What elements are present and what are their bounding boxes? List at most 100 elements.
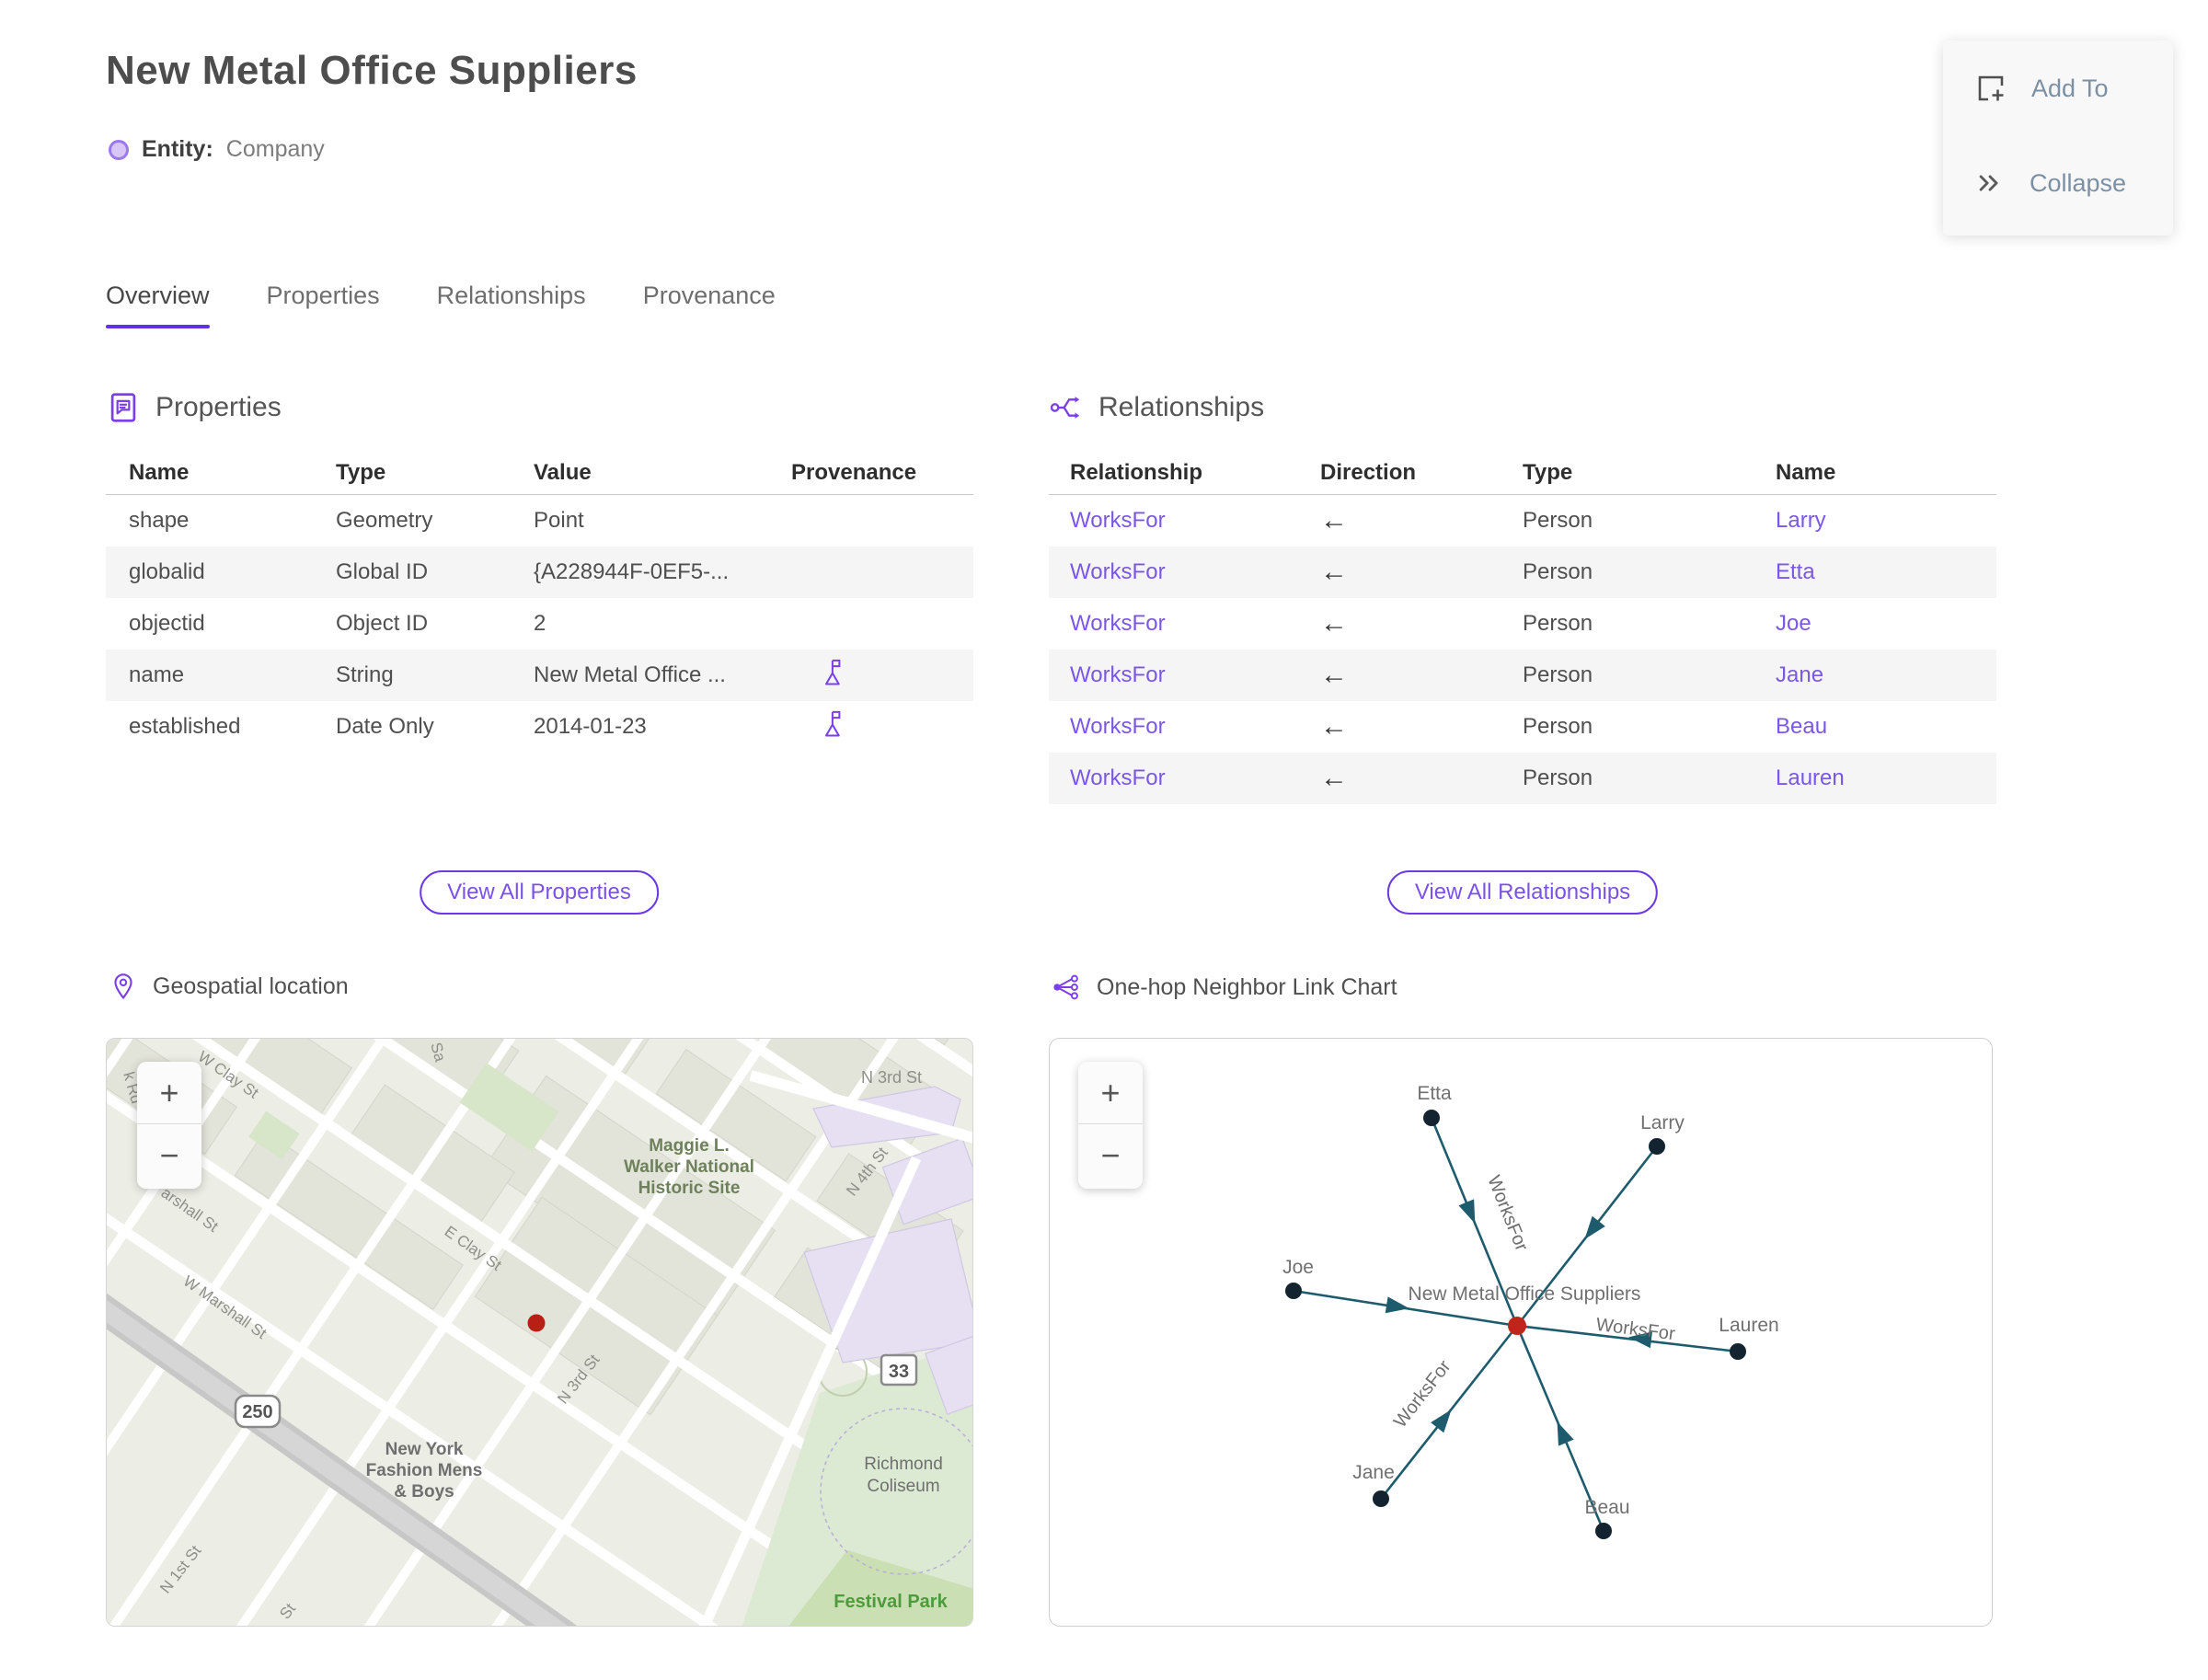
table-row: globalid Global ID {A228944F-0EF5-... [106, 547, 973, 598]
node-beau[interactable] [1595, 1523, 1612, 1539]
col-type: Type [336, 459, 386, 485]
col-relationship: Relationship [1070, 459, 1203, 485]
properties-section: Properties Name Type Value Provenance sh… [106, 390, 973, 753]
direction-arrow: ← [1320, 608, 1348, 639]
node-larry[interactable] [1649, 1138, 1665, 1155]
geospatial-map[interactable]: + − [106, 1038, 973, 1627]
svg-text:New York: New York [385, 1440, 464, 1459]
svg-text:N 3rd St: N 3rd St [861, 1068, 922, 1087]
node-joe[interactable] [1285, 1283, 1302, 1299]
geospatial-section-header: Geospatial location [109, 972, 349, 1001]
map-place-labels: Maggie L. Walker National Historic Site … [366, 1136, 949, 1612]
properties-table-header: Name Type Value Provenance [106, 451, 973, 495]
svg-text:Maggie L.: Maggie L. [649, 1136, 730, 1156]
view-all-relationships-button[interactable]: View All Relationships [1386, 870, 1659, 915]
svg-text:Festival Park: Festival Park [834, 1592, 948, 1612]
svg-text:Coliseum: Coliseum [867, 1477, 939, 1496]
map-festival-park-area [788, 1550, 972, 1626]
collapse-chevrons-icon [1979, 175, 1998, 191]
tab-provenance[interactable]: Provenance [642, 282, 776, 309]
relationship-link[interactable]: WorksFor [1070, 611, 1166, 636]
link-chart-panel[interactable]: + − WorksFor WorksFor WorksFor [1049, 1038, 1993, 1627]
prop-value: Point [534, 508, 584, 533]
view-all-properties-button[interactable]: View All Properties [420, 870, 659, 915]
entity-label: Entity: [142, 136, 213, 162]
map-street-overlay [698, 1156, 922, 1626]
table-row: name String New Metal Office ... [106, 650, 973, 701]
link-chart-canvas[interactable]: WorksFor WorksFor WorksFor Etta Larry Jo… [1050, 1039, 1993, 1627]
prop-type: Object ID [336, 611, 429, 636]
direction-arrow: ← [1320, 711, 1348, 742]
map-zoom-out-button[interactable]: − [159, 1136, 179, 1174]
svg-text:Walker National: Walker National [624, 1157, 754, 1177]
entity-link[interactable]: Larry [1776, 508, 1826, 533]
col-name: Name [129, 459, 190, 485]
node-center-entity[interactable] [1508, 1317, 1526, 1335]
rel-type: Person [1523, 611, 1593, 636]
direction-arrow: ← [1320, 660, 1348, 690]
chart-zoom-out-button[interactable]: − [1100, 1136, 1121, 1174]
properties-icon [110, 393, 136, 422]
svg-text:WorksFor: WorksFor [1483, 1173, 1532, 1255]
svg-text:Beau: Beau [1584, 1497, 1629, 1518]
tab-relationships[interactable]: Relationships [436, 282, 586, 309]
relationship-link[interactable]: WorksFor [1070, 559, 1166, 584]
properties-section-title: Properties [155, 392, 282, 422]
table-row: WorksFor ← Person Larry [1049, 495, 1996, 547]
prop-type: Date Only [336, 714, 434, 739]
add-to-button[interactable]: Add To [1974, 72, 2109, 105]
chart-zoom-in-button[interactable]: + [1078, 1062, 1143, 1124]
prop-name: name [129, 662, 185, 687]
prop-name: globalid [129, 559, 205, 584]
svg-text:Etta: Etta [1417, 1083, 1452, 1104]
map-park-area [742, 1342, 972, 1626]
prop-name: shape [129, 508, 190, 533]
map-shield-33: 33 [880, 1353, 918, 1387]
map-street-overlay-top [749, 1070, 972, 1144]
table-row: WorksFor ← Person Etta [1049, 547, 1996, 598]
rel-type: Person [1523, 559, 1593, 584]
collapse-button[interactable]: Collapse [1974, 167, 2126, 199]
provenance-flag-icon[interactable] [817, 657, 845, 688]
map-green-patch [459, 1063, 559, 1152]
node-jane[interactable] [1373, 1490, 1389, 1507]
chart-center-label: New Metal Office Suppliers [1409, 1283, 1641, 1305]
map-shield-us250: 250 [234, 1394, 282, 1429]
map-green-patch-small [248, 1110, 300, 1160]
entity-link[interactable]: Jane [1776, 662, 1824, 687]
prop-value: {A228944F-0EF5-... [534, 559, 730, 584]
entity-link[interactable]: Joe [1776, 611, 1811, 636]
entity-type-value: Company [225, 136, 325, 162]
rel-type: Person [1523, 765, 1593, 790]
entity-link[interactable]: Lauren [1776, 765, 1845, 790]
relationship-link[interactable]: WorksFor [1070, 662, 1166, 687]
table-row: shape Geometry Point [106, 495, 973, 547]
map-highway-core [107, 1300, 568, 1626]
chart-zoom-control: + − [1078, 1062, 1143, 1189]
relationship-link[interactable]: WorksFor [1070, 508, 1166, 533]
relationship-link[interactable]: WorksFor [1070, 765, 1166, 790]
map-streets-nesw [107, 1039, 972, 1626]
svg-text:Joe: Joe [1282, 1257, 1314, 1278]
table-row: WorksFor ← Person Lauren [1049, 753, 1996, 804]
map-canvas[interactable]: 250 33 k Rd W Clay St Sa arshall St W Ma… [107, 1039, 973, 1627]
direction-arrow: ← [1320, 505, 1348, 535]
rel-type: Person [1523, 508, 1593, 533]
tab-bar: Overview Properties Relationships Proven… [106, 282, 776, 328]
provenance-flag-icon[interactable] [817, 708, 845, 740]
svg-text:250: 250 [242, 1402, 272, 1422]
tab-properties[interactable]: Properties [266, 282, 380, 309]
prop-value: New Metal Office ... [534, 662, 726, 687]
chart-node-labels: Etta Larry Joe Lauren Jane Beau New Meta… [1282, 1083, 1779, 1518]
entity-link[interactable]: Etta [1776, 559, 1815, 584]
entity-link[interactable]: Beau [1776, 714, 1828, 739]
tab-overview[interactable]: Overview [106, 282, 210, 328]
page-title: New Metal Office Suppliers [106, 48, 638, 93]
map-zoom-in-button[interactable]: + [137, 1062, 201, 1124]
node-lauren[interactable] [1730, 1343, 1746, 1360]
entity-row: Entity: Company [109, 136, 325, 163]
node-etta[interactable] [1423, 1110, 1440, 1126]
relationship-link[interactable]: WorksFor [1070, 714, 1166, 739]
map-entity-marker[interactable] [527, 1314, 546, 1332]
svg-text:33: 33 [889, 1362, 909, 1382]
